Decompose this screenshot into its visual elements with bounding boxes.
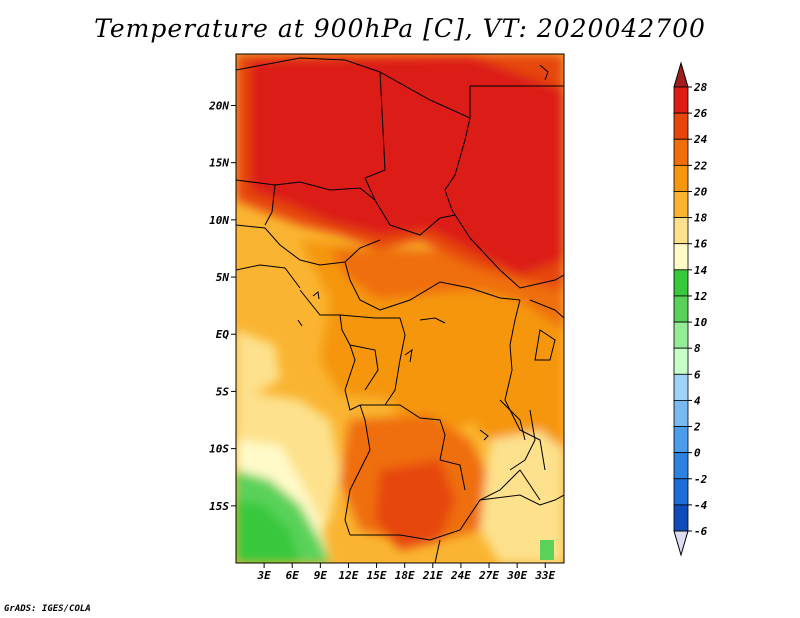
latitude-axis: 20N 15N 10N 5N EQ 5S 10S 15S — [208, 99, 236, 513]
lon-tick-label: 24E — [450, 569, 471, 582]
colorbar-swatch — [673, 86, 689, 114]
longitude-axis: 3E 6E 9E 12E 15E 18E 21E 24E 27E 30E 33E — [256, 563, 556, 582]
colorbar-top-arrow — [673, 61, 689, 88]
colorbar-label: 20 — [693, 185, 708, 198]
lat-tick-label: 15N — [209, 157, 229, 170]
lon-tick-label: 9E — [314, 569, 328, 582]
lon-tick-label: 6E — [286, 569, 300, 582]
colorbar-label: -6 — [694, 525, 708, 538]
lat-tick-label: 20N — [208, 99, 229, 112]
lat-tick-label: 5S — [216, 385, 230, 398]
lat-tick-label: 10S — [209, 443, 229, 456]
map-title: Temperature at 900hPa [C], VT: 202004270… — [94, 14, 706, 43]
colorbar-label: 14 — [694, 264, 708, 277]
colorbar-label: 8 — [694, 342, 701, 355]
colorbar-label: 18 — [694, 212, 708, 225]
country-boundaries — [236, 57, 564, 563]
lat-tick-label: 5N — [216, 271, 230, 284]
colorbar-label: 28 — [693, 81, 708, 94]
colorbar-swatch — [673, 112, 689, 140]
lat-tick-label: 15S — [209, 500, 229, 513]
colorbar-swatch — [673, 269, 689, 297]
grads-credit: GrADS: IGES/COLA — [4, 604, 91, 614]
colorbar-swatch — [673, 452, 689, 480]
colorbar-swatch — [673, 478, 689, 506]
colorbar-swatch — [673, 243, 689, 271]
colorbar-bottom-arrow — [673, 530, 689, 557]
colorbar-label: 24 — [693, 133, 708, 146]
temperature-field — [236, 54, 564, 563]
map-frame — [235, 53, 565, 564]
colorbar-swatch — [673, 191, 689, 218]
colorbar-label: 12 — [694, 290, 708, 303]
lon-tick-label: 27E — [478, 569, 499, 582]
lon-tick-label: 21E — [422, 569, 443, 582]
colorbar-label: 10 — [694, 316, 708, 329]
colorbar-label: 16 — [694, 238, 708, 251]
colorbar-swatch — [673, 400, 689, 427]
lon-tick-label: 30E — [506, 569, 527, 582]
lat-tick-label: EQ — [216, 328, 230, 341]
colorbar-label: 22 — [693, 159, 708, 172]
lat-tick-label: 10N — [209, 214, 229, 227]
colorbar-swatch — [673, 321, 689, 349]
colorbar-label: -2 — [694, 473, 708, 486]
lon-tick-label: 33E — [534, 569, 555, 582]
colorbar-swatch — [673, 295, 689, 323]
lon-tick-label: 3E — [256, 569, 271, 582]
colorbar-label: 4 — [694, 394, 701, 407]
colorbar-label: -4 — [694, 499, 708, 512]
colorbar-label: 26 — [693, 107, 708, 120]
lon-tick-label: 15E — [367, 569, 387, 582]
colorbar-swatch — [673, 164, 689, 192]
lon-tick-label: 18E — [395, 569, 415, 582]
colorbar-label: 0 — [694, 447, 701, 460]
lon-tick-label: 12E — [339, 569, 359, 582]
colorbar-label: 2 — [693, 421, 701, 434]
colorbar-swatch — [673, 138, 689, 166]
colorbar-swatch — [673, 217, 689, 245]
colorbar-swatch — [673, 504, 689, 532]
colorbar-swatch — [673, 426, 689, 454]
colorbar-label: 6 — [694, 368, 701, 381]
colorbar-swatch — [673, 347, 689, 375]
colorbar-swatch — [673, 373, 689, 401]
green-spot — [540, 540, 554, 560]
